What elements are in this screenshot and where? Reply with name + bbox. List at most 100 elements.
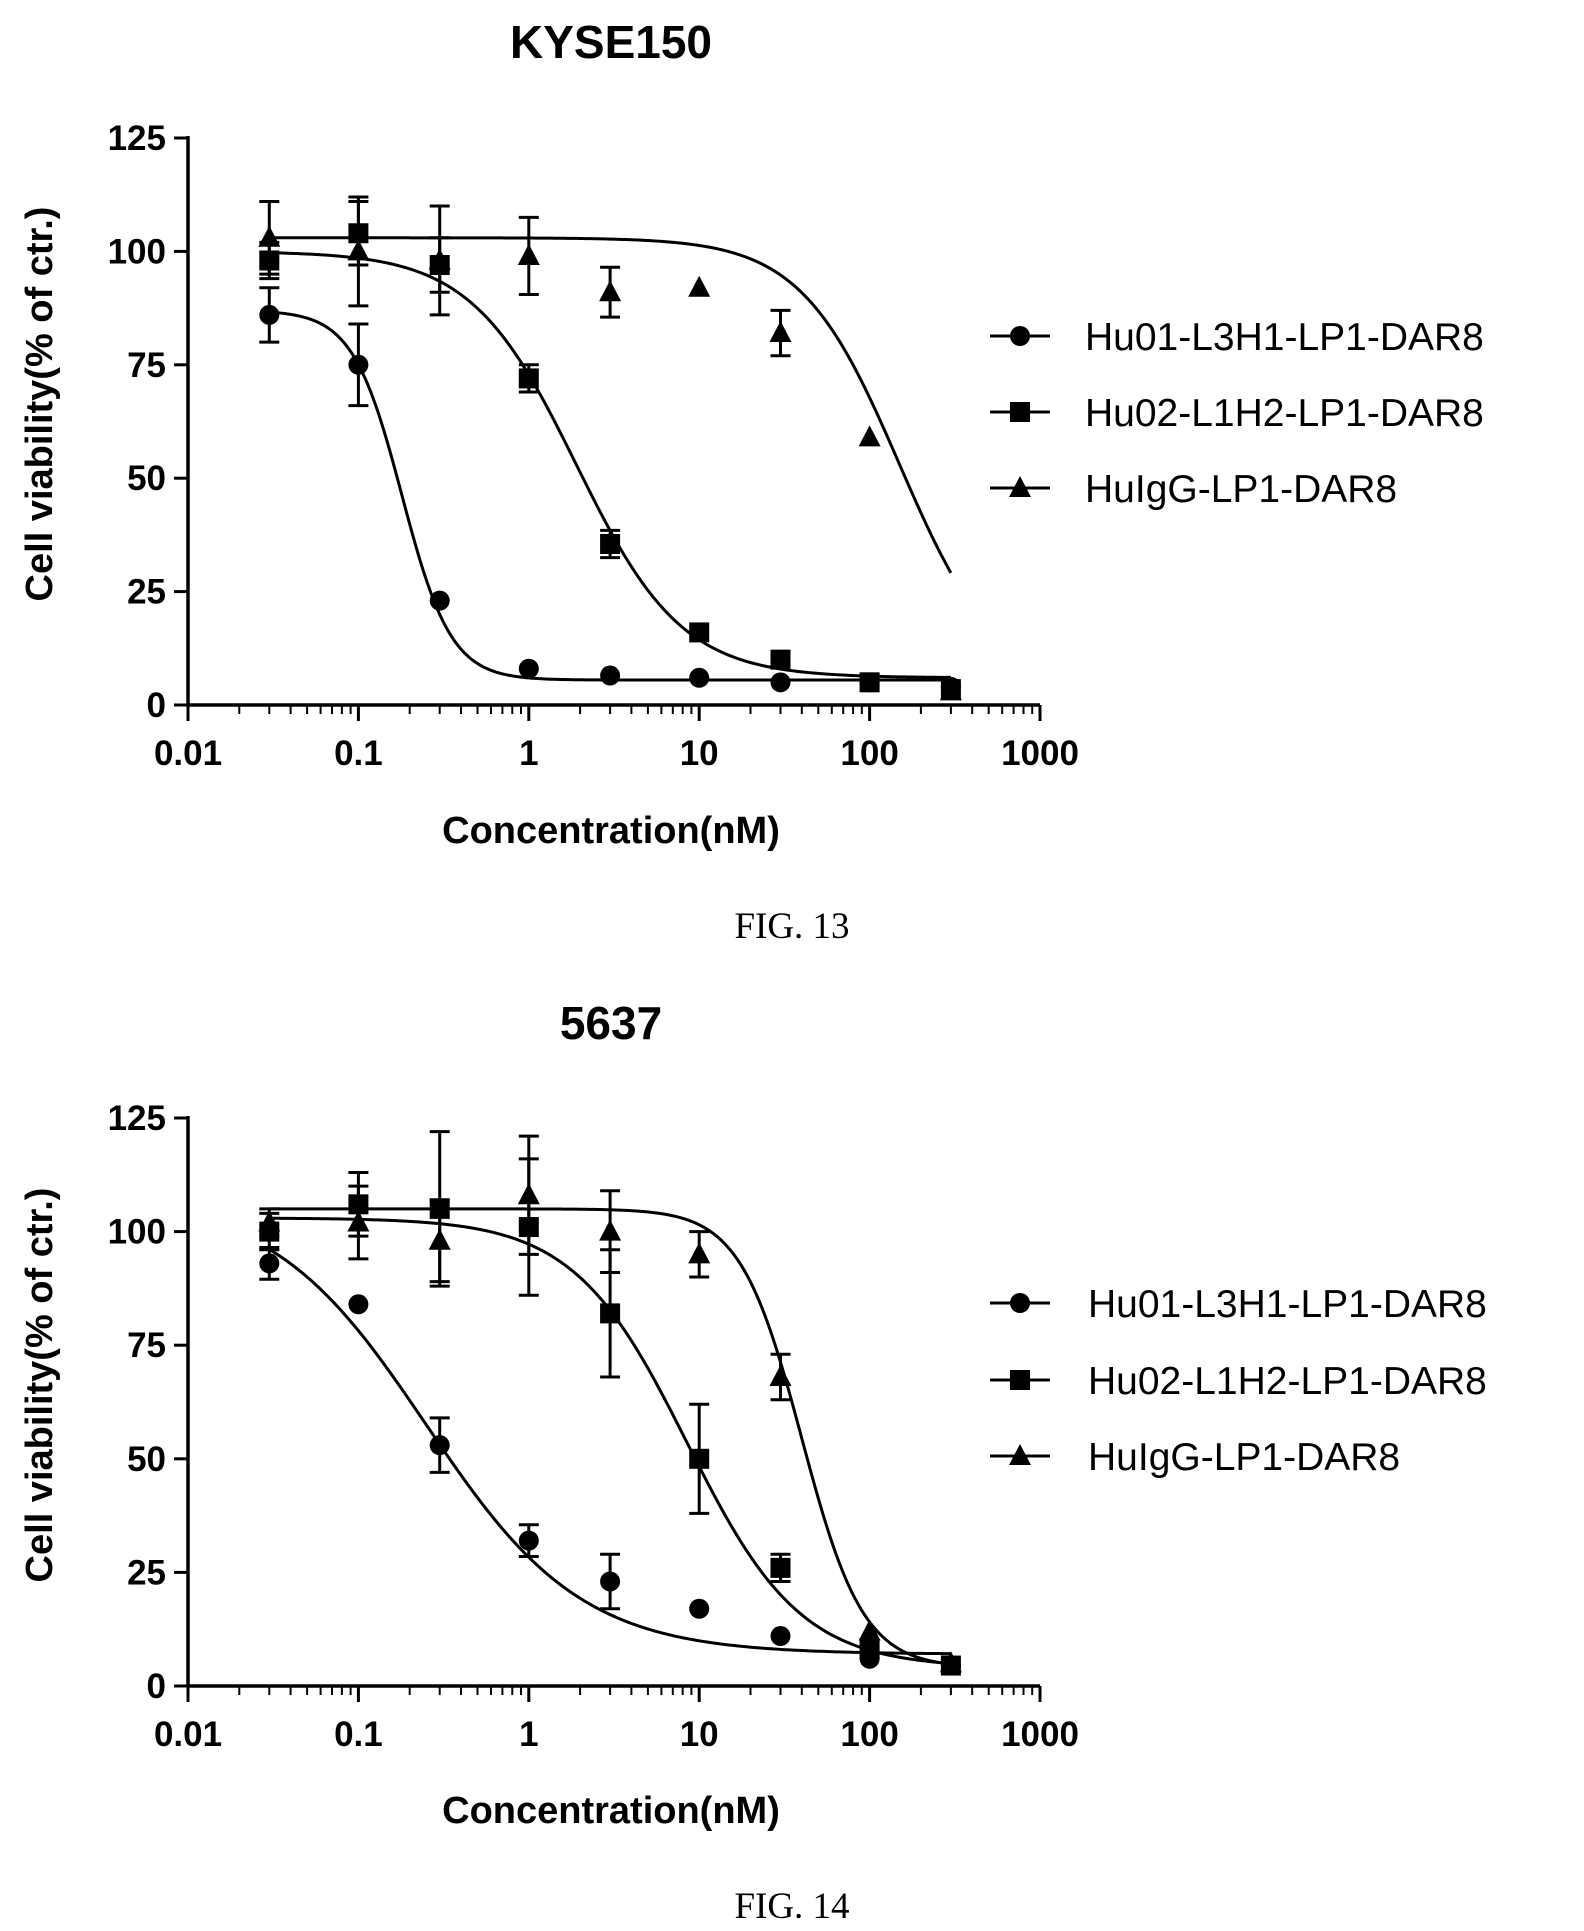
triangle-marker	[517, 243, 540, 265]
square-marker	[689, 622, 710, 643]
data-point	[689, 1448, 710, 1469]
x-tick-label: 0.1	[334, 1715, 383, 1754]
series	[259, 286, 961, 697]
legend-marker	[1009, 476, 1031, 497]
y-tick-label: 75	[127, 346, 166, 385]
data-point	[428, 248, 451, 270]
data-point	[770, 649, 791, 670]
data-point	[769, 321, 792, 343]
figure-caption: FIG. 13	[734, 906, 849, 947]
legend-marker	[1010, 1293, 1030, 1313]
legend-label: Hu02-L1H2-LP1-DAR8	[1085, 392, 1484, 435]
circle-marker	[429, 1435, 450, 1456]
triangle-marker	[599, 280, 622, 302]
legend-label: Hu01-L3H1-LP1-DAR8	[1085, 316, 1484, 359]
plot-area: 0 25 50 75 100 125 0.01 0.1 1 10 100 1000	[108, 1099, 1079, 1754]
triangle-marker	[517, 1183, 540, 1205]
data-point	[428, 1228, 451, 1250]
legend-label: HuIgG-LP1-DAR8	[1085, 468, 1397, 511]
circle-marker	[600, 665, 621, 686]
triangle-marker	[688, 275, 711, 297]
legend-label: HuIgG-LP1-DAR8	[1088, 1436, 1400, 1479]
y-tick-label: 100	[108, 232, 166, 271]
data-point	[518, 1530, 539, 1551]
triangle-marker	[258, 1210, 281, 1232]
data-point	[517, 243, 540, 265]
triangle-marker	[1009, 1444, 1031, 1465]
circle-marker	[259, 304, 280, 325]
circle-marker	[1010, 1293, 1030, 1313]
series-line	[269, 310, 951, 682]
y-tick-label: 125	[108, 119, 166, 158]
square-marker	[859, 672, 880, 693]
triangle-marker	[428, 248, 451, 270]
square-marker	[1010, 402, 1030, 422]
x-axis-label: Concentration(nM)	[442, 1790, 780, 1832]
data-point	[600, 1571, 621, 1592]
series	[258, 1134, 962, 1673]
x-tick-label: 1	[519, 1715, 538, 1754]
legend-item: Hu01-L3H1-LP1-DAR8	[990, 1283, 1487, 1326]
square-marker	[770, 1557, 791, 1578]
circle-marker	[689, 1598, 710, 1619]
circle-marker	[348, 354, 369, 375]
chart-title: 5637	[560, 997, 662, 1049]
chart-panel: KYSE150 Cell viability(% of ctr.) Concen…	[19, 16, 1484, 947]
square-marker	[600, 533, 621, 554]
y-tick-label: 75	[127, 1326, 166, 1365]
y-tick-label: 50	[127, 459, 166, 498]
x-tick-label: 10	[680, 1715, 719, 1754]
triangle-marker	[1009, 476, 1031, 497]
data-point	[770, 1557, 791, 1578]
data-point	[600, 533, 621, 554]
circle-marker	[600, 1571, 621, 1592]
data-point	[259, 304, 280, 325]
data-point	[600, 665, 621, 686]
data-point	[599, 1219, 622, 1241]
data-point	[859, 672, 880, 693]
circle-marker	[259, 1253, 280, 1274]
triangle-marker	[688, 1242, 711, 1264]
y-tick-label: 100	[108, 1213, 166, 1252]
circle-marker	[689, 667, 710, 688]
x-axis-label: Concentration(nM)	[442, 810, 780, 852]
data-point	[600, 1303, 621, 1324]
data-point	[688, 1242, 711, 1264]
legend-item: HuIgG-LP1-DAR8	[990, 468, 1397, 511]
data-point	[348, 354, 369, 375]
circle-marker	[770, 672, 791, 693]
data-point	[258, 225, 281, 247]
triangle-marker	[347, 1210, 370, 1232]
y-tick-label: 125	[108, 1099, 166, 1138]
circle-marker	[518, 1530, 539, 1551]
chart-title: KYSE150	[510, 16, 712, 68]
data-point	[518, 658, 539, 679]
data-point	[770, 672, 791, 693]
data-point	[939, 679, 962, 701]
triangle-marker	[347, 239, 370, 261]
legend-item: HuIgG-LP1-DAR8	[990, 1436, 1400, 1479]
legend-item: Hu02-L1H2-LP1-DAR8	[990, 1360, 1487, 1403]
x-tick-label: 0.1	[334, 734, 383, 773]
data-point	[347, 1210, 370, 1232]
data-point	[429, 590, 450, 611]
data-point	[347, 239, 370, 261]
data-point	[858, 1619, 881, 1641]
data-point	[689, 622, 710, 643]
data-point	[770, 1626, 791, 1647]
y-tick-label: 25	[127, 573, 166, 612]
square-marker	[770, 649, 791, 670]
triangle-marker	[258, 225, 281, 247]
plot-area: 0 25 50 75 100 125 0.01 0.1 1 10 100 1000	[108, 119, 1079, 773]
legend-item: Hu02-L1H2-LP1-DAR8	[990, 392, 1484, 435]
y-tick-label: 25	[127, 1553, 166, 1592]
x-tick-label: 100	[840, 1715, 898, 1754]
data-point	[689, 667, 710, 688]
triangle-marker	[769, 321, 792, 343]
data-point	[599, 280, 622, 302]
figure-caption: FIG. 14	[734, 1886, 849, 1927]
circle-marker	[429, 590, 450, 611]
legend-label: Hu02-L1H2-LP1-DAR8	[1088, 1360, 1487, 1403]
chart-panel: 5637 Cell viability(% of ctr.) Concentra…	[19, 997, 1487, 1927]
data-point	[688, 275, 711, 297]
